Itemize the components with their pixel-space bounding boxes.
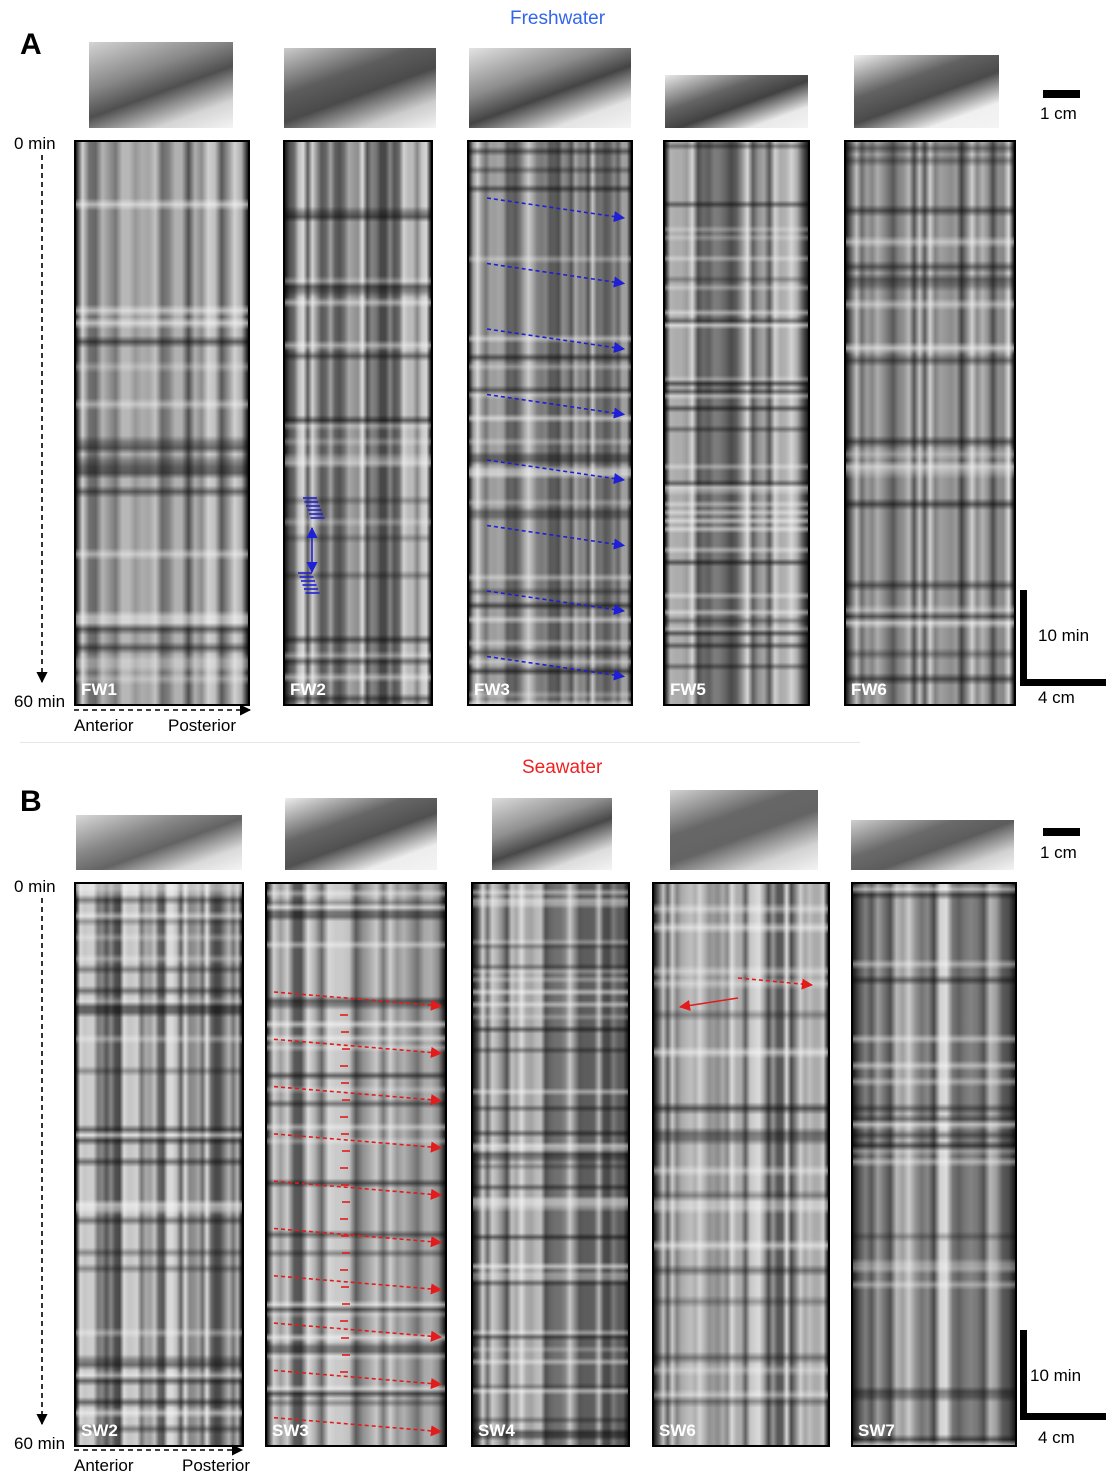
space-scale-label-b: 4 cm <box>1038 1428 1075 1447</box>
kymograph-sw2: SW2 <box>74 882 244 1447</box>
tissue-photo-sw2 <box>76 815 242 870</box>
sw3-wave-arrow-33 <box>273 1369 443 1390</box>
sw3-wave-arrow-29 <box>273 1180 443 1200</box>
panel-a-condition-title: Freshwater <box>510 8 606 29</box>
sample-label-sw7: SW7 <box>858 1421 895 1440</box>
photo-scale-bar-a <box>1043 90 1080 98</box>
anterior-label-a: Anterior <box>74 716 134 735</box>
fw3-wave-arrow-7 <box>486 393 626 419</box>
photo-scale-bar-b <box>1043 828 1080 836</box>
posterior-label-a: Posterior <box>168 716 237 735</box>
space-scale-bar-a <box>1020 679 1106 686</box>
time-scale-bar-b <box>1020 1330 1027 1420</box>
sw3-wave-arrow-26 <box>273 1038 443 1059</box>
tissue-photo-sw6 <box>670 790 818 870</box>
kymograph-fw5: FW5 <box>663 140 810 706</box>
kymograph-fw3: FW3 <box>467 140 633 706</box>
time-scale-label-a: 10 min <box>1038 626 1090 645</box>
posterior-label-b: Posterior <box>182 1456 251 1475</box>
tissue-photo-sw3 <box>285 798 437 870</box>
space-scale-bar-b <box>1020 1413 1106 1420</box>
sample-label-fw5: FW5 <box>670 680 706 699</box>
kymograph-fw2: FW2 <box>283 140 433 706</box>
sw3-wave-arrow-27 <box>273 1085 443 1106</box>
panel-b-condition-title: Seawater <box>522 757 603 778</box>
tissue-photo-fw1 <box>89 42 233 128</box>
fw3-wave-arrow-6 <box>486 328 626 354</box>
sw3-wave-arrow-31 <box>273 1275 443 1295</box>
sw6-wave-arrow-57 <box>737 977 814 990</box>
sample-label-sw3: SW3 <box>272 1421 309 1440</box>
sw3-wave-arrow-28 <box>273 1133 443 1153</box>
sample-label-sw2: SW2 <box>81 1421 118 1440</box>
sample-label-fw2: FW2 <box>290 680 326 699</box>
fw3-wave-arrow-10 <box>486 590 626 616</box>
fw3-wave-arrow-11 <box>486 655 626 681</box>
time-scale-label-b: 10 min <box>1030 1366 1082 1385</box>
fw3-wave-arrow-9 <box>486 524 626 550</box>
tissue-photo-sw7 <box>851 820 1014 870</box>
fw3-wave-arrow-5 <box>486 262 626 288</box>
kymograph-sw7: SW7 <box>851 882 1017 1447</box>
sample-label-sw4: SW4 <box>478 1421 515 1440</box>
time-start-label-b: 0 min <box>14 877 56 896</box>
space-scale-label-a: 4 cm <box>1038 688 1075 707</box>
tissue-photo-fw2 <box>284 48 436 128</box>
time-start-label-a: 0 min <box>14 134 56 153</box>
kymograph-sw4: SW4 <box>471 882 630 1447</box>
fw3-wave-arrow-4 <box>486 197 626 223</box>
kymograph-fw1: FW1 <box>74 140 250 706</box>
tissue-photo-sw4 <box>492 798 612 870</box>
sw6-wave-arrow-58 <box>678 997 739 1011</box>
sample-label-fw6: FW6 <box>851 680 887 699</box>
kymograph-sw3: SW3 <box>265 882 447 1447</box>
tissue-photo-fw3 <box>469 48 631 128</box>
tissue-photo-fw6 <box>854 55 999 128</box>
kymograph-fw6: FW6 <box>844 140 1016 706</box>
sample-label-fw3: FW3 <box>474 680 510 699</box>
time-end-label-b: 60 min <box>14 1434 66 1453</box>
tissue-photo-fw5 <box>665 75 808 128</box>
sw3-wave-arrow-32 <box>273 1322 443 1342</box>
time-end-label-a: 60 min <box>14 692 66 711</box>
sw3-wave-arrow-25 <box>273 991 443 1011</box>
panel-a-letter: A <box>20 28 42 61</box>
sw3-wave-arrow-30 <box>273 1227 443 1248</box>
panel-b-letter: B <box>20 785 42 818</box>
fw3-wave-arrow-8 <box>486 459 626 485</box>
time-scale-bar-a <box>1020 590 1027 686</box>
photo-scale-label-b: 1 cm <box>1040 843 1077 862</box>
sw3-wave-arrow-34 <box>273 1416 443 1437</box>
sample-label-fw1: FW1 <box>81 680 117 699</box>
anterior-label-b: Anterior <box>74 1456 134 1475</box>
sample-label-sw6: SW6 <box>659 1421 696 1440</box>
panel-separator <box>20 742 860 743</box>
photo-scale-label-a: 1 cm <box>1040 104 1077 123</box>
